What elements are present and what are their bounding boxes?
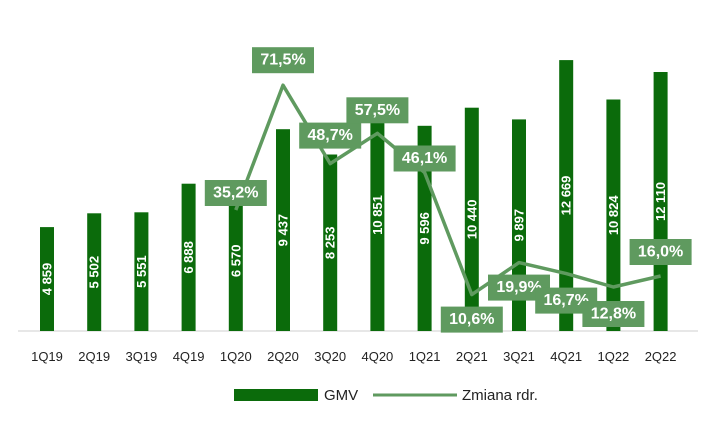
category-tick-label: 4Q19: [173, 349, 205, 364]
line-value-box: [582, 301, 645, 327]
category-tick-label: 3Q20: [314, 349, 346, 364]
line-value-label: 16,0%: [629, 239, 692, 265]
category-tick-label: 2Q19: [78, 349, 110, 364]
category-tick-label: 1Q19: [31, 349, 63, 364]
line-value-text: 46,1%: [402, 150, 447, 167]
bar-1q20: [228, 190, 243, 331]
bars-layer: 4 859 5 502 5 551 6 888 6 570 9 437 8 253 10 85…: [40, 60, 668, 332]
category-tick-label: 1Q21: [409, 349, 441, 364]
bar-4q20: [370, 99, 385, 331]
bar-value-label: 4 859: [40, 263, 55, 296]
bar-3q19: [134, 212, 149, 331]
line-value-box: [440, 306, 503, 333]
bar-value-label: 5 502: [87, 256, 102, 289]
legend: GMV Zmiana rdr.: [234, 387, 538, 404]
line-layer: 35,2% 71,5% 48,7%57,5% 46,1% 10,6%19,9%16,7%…: [204, 47, 692, 333]
category-tick-label: 4Q21: [550, 349, 582, 364]
category-labels: 1Q19 2Q19 3Q19 4Q19 1Q20 2Q20 3Q20 4Q20 1Q21 2Q21…: [31, 349, 676, 364]
bar-4q21: [559, 60, 574, 331]
line-value-text: 48,7%: [308, 127, 353, 144]
line-value-label: 71,5%: [252, 47, 314, 74]
line-value-text: 10,6%: [449, 311, 494, 328]
line-value-label: 12,8%: [582, 301, 645, 327]
bar-value-label: 5 551: [134, 255, 149, 288]
bar-4q19: [181, 183, 196, 331]
line-value-box: [346, 97, 409, 124]
category-tick-label: 2Q20: [267, 349, 299, 364]
bar-3q20: [323, 154, 338, 331]
category-tick-label: 3Q19: [125, 349, 157, 364]
line-value-box: [393, 145, 456, 172]
bar-value-label: 12 669: [559, 176, 574, 216]
bar-value-label: 8 253: [323, 227, 338, 260]
line-value-box: [252, 47, 314, 74]
bar-value-label: 10 824: [606, 195, 621, 236]
bar-value-label: 12 110: [653, 182, 668, 221]
legend-bar-label: GMV: [324, 387, 358, 404]
line-value-label: 57,5%: [346, 97, 409, 124]
line-value-text: 71,5%: [260, 52, 305, 69]
line-value-box: [299, 122, 362, 149]
line-value-text: 12,8%: [591, 306, 636, 323]
line-value-label: 35,2%: [204, 180, 267, 206]
bar-value-label: 9 437: [276, 214, 291, 247]
bar-value-label: 6 888: [181, 241, 196, 274]
bar-2q19: [87, 213, 102, 331]
bar-value-label: 10 440: [464, 200, 479, 240]
category-tick-label: 2Q22: [645, 349, 677, 364]
line-value-label: 46,1%: [393, 145, 456, 172]
line-value-text: 19,9%: [496, 279, 541, 296]
bar-1q19: [40, 227, 54, 331]
line-value-box: [204, 180, 267, 206]
category-tick-label: 4Q20: [361, 349, 393, 364]
bar-value-label: 6 570: [228, 245, 243, 278]
yoy-change-line: [234, 83, 661, 297]
bar-2q21: [464, 107, 479, 331]
category-tick-label: 3Q21: [503, 349, 535, 364]
category-tick-label: 1Q20: [220, 349, 252, 364]
line-value-text: 35,2%: [213, 185, 258, 202]
line-value-text: 16,0%: [638, 244, 683, 261]
category-tick-label: 1Q22: [597, 349, 629, 364]
line-value-label: 10,6%: [440, 306, 503, 333]
line-value-text: 57,5%: [355, 102, 400, 119]
bar-2q20: [276, 129, 290, 331]
bar-value-label: 10 851: [370, 195, 385, 235]
bar-1q22: [606, 99, 621, 331]
bar-2q22: [653, 72, 668, 331]
bar-value-label: 9 596: [417, 212, 432, 245]
legend-line-label: Zmiana rdr.: [462, 387, 538, 404]
legend-bar-swatch: [234, 389, 318, 401]
category-tick-label: 2Q21: [456, 349, 488, 364]
line-value-label: 48,7%: [299, 122, 362, 149]
bar-value-label: 9 897: [512, 209, 527, 242]
line-value-box: [629, 239, 692, 265]
line-value-text: 16,7%: [544, 292, 589, 309]
